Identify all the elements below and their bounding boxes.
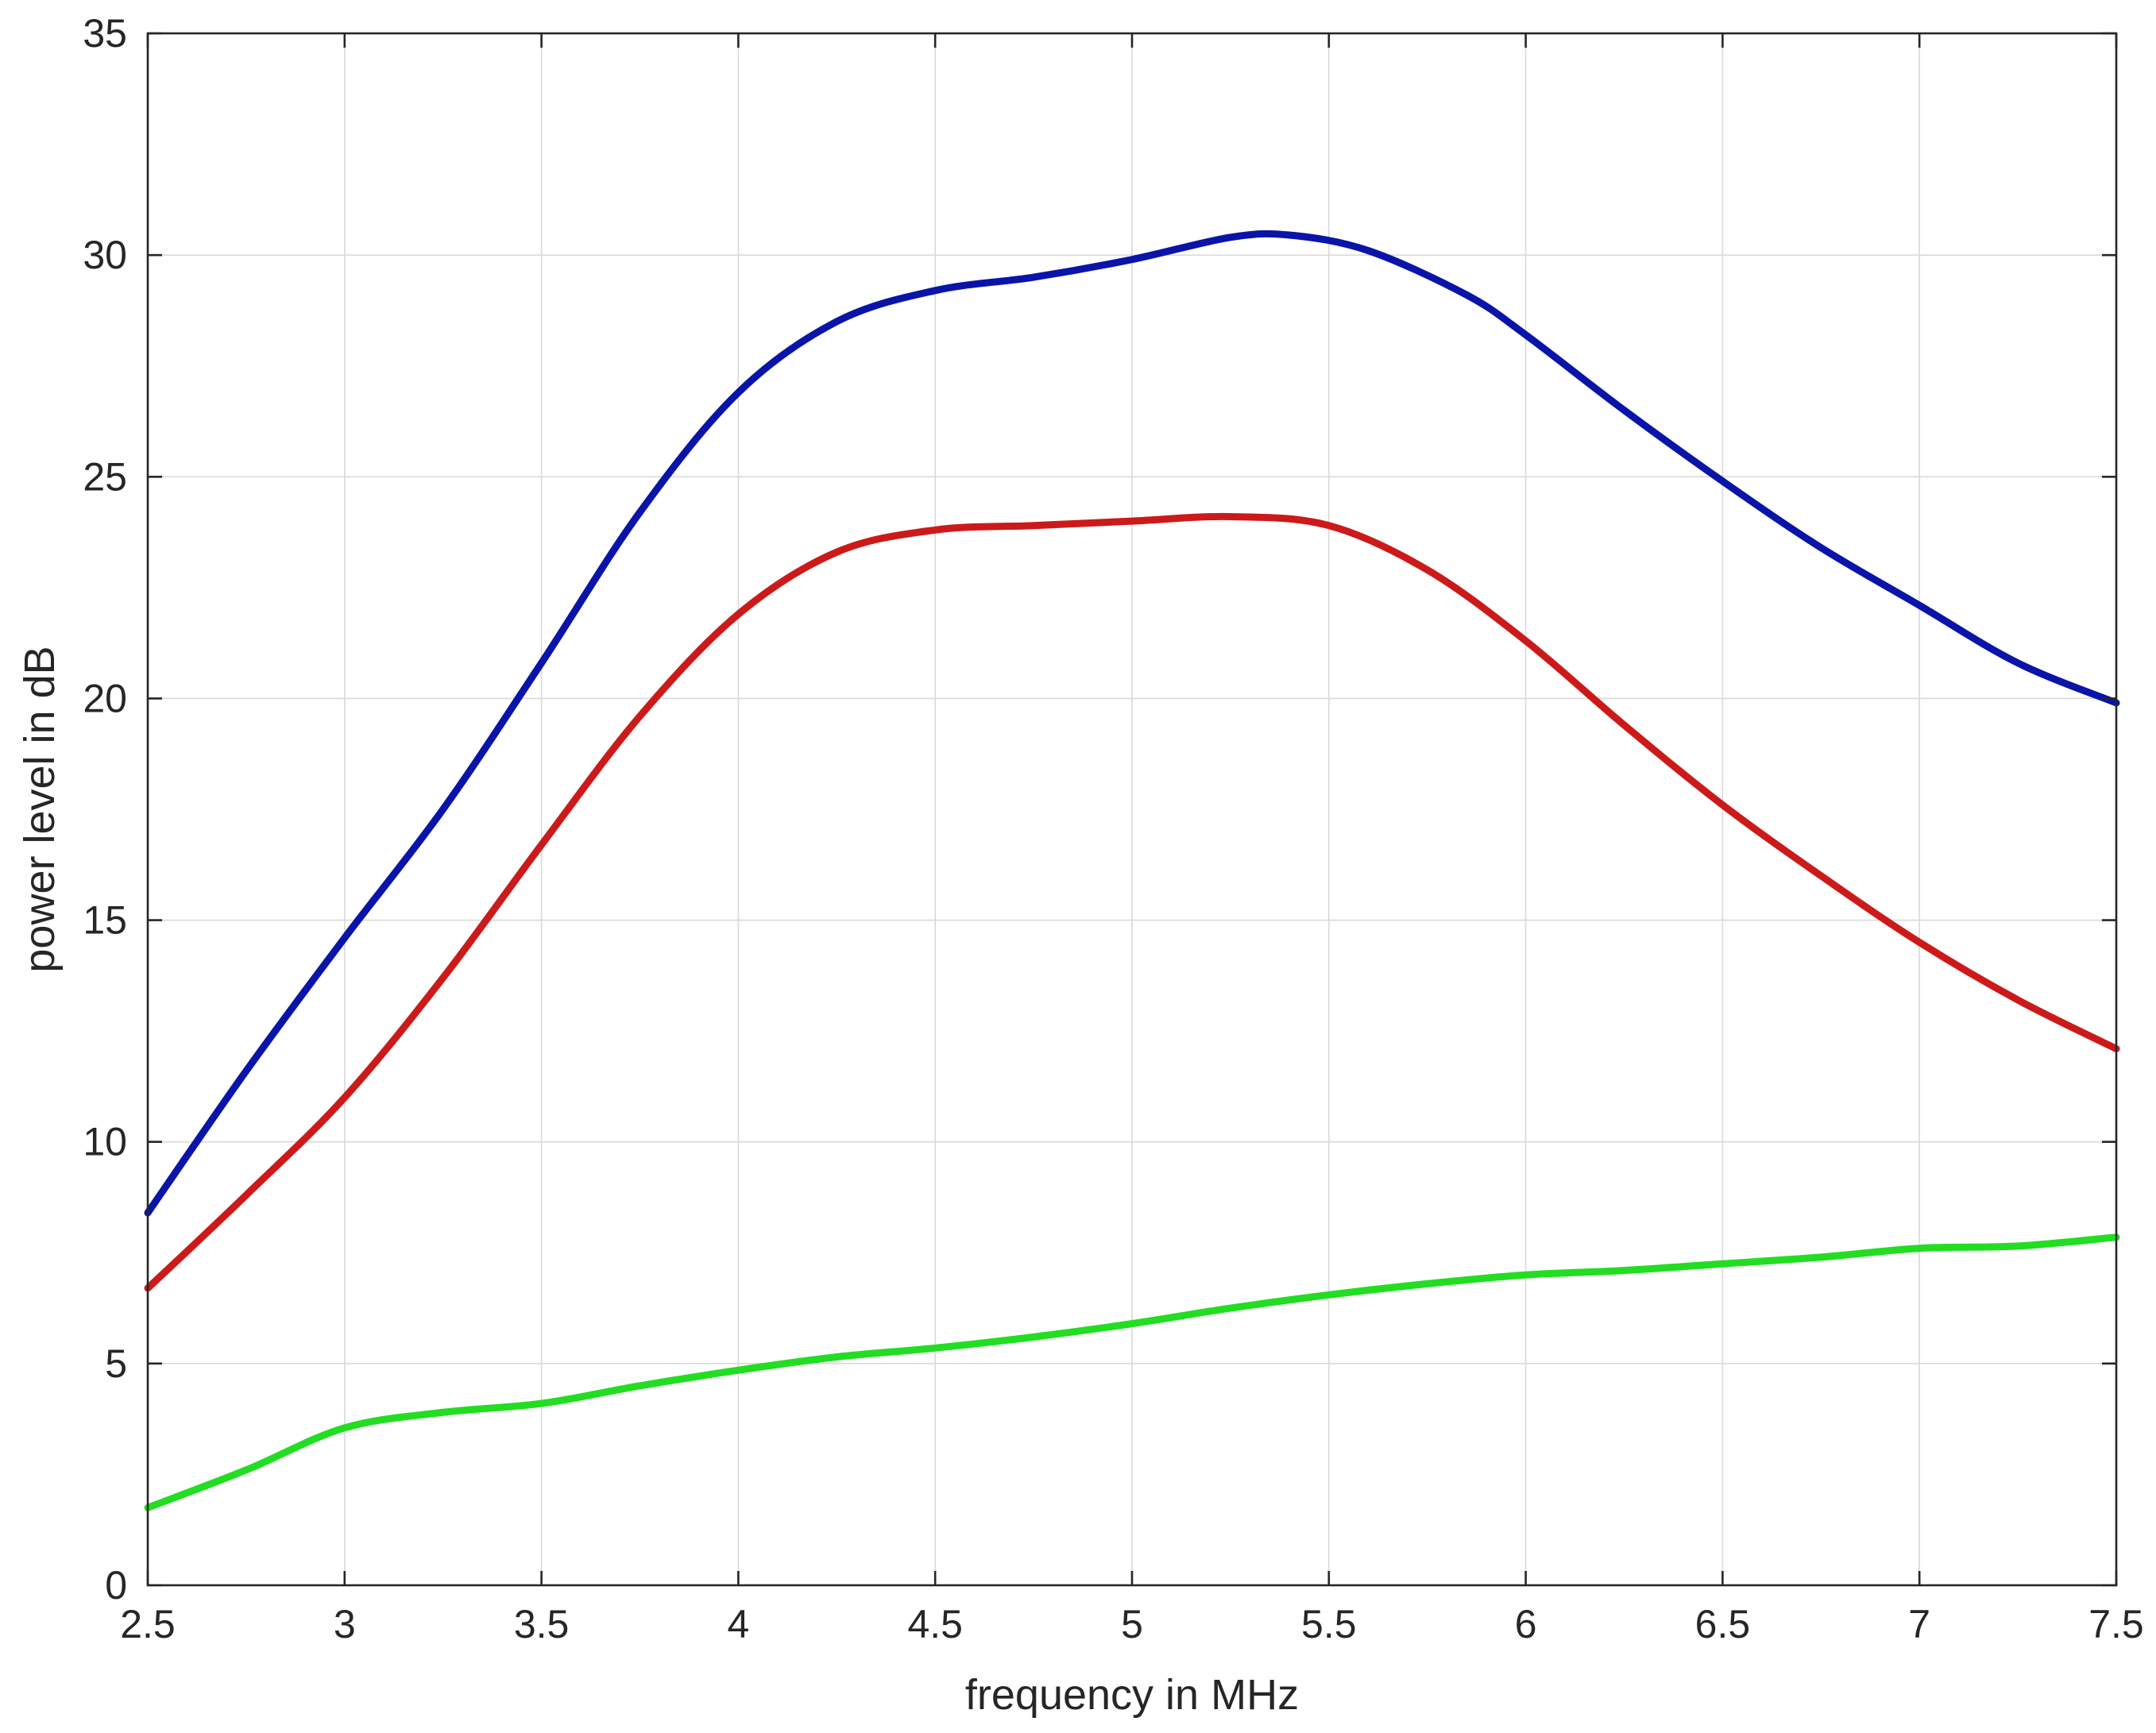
- x-tick-label: 7: [1908, 1602, 1930, 1646]
- x-axis-label: frequency in MHz: [965, 1671, 1299, 1719]
- y-tick-label: 15: [83, 898, 127, 943]
- series-lines: [144, 230, 2120, 1511]
- ticks: [146, 32, 2118, 1587]
- y-tick-label: 35: [83, 11, 127, 56]
- x-tick-label: 7.5: [2088, 1602, 2144, 1646]
- x-tick-label: 3.5: [514, 1602, 570, 1646]
- x-tick-label: 2.5: [120, 1602, 176, 1646]
- y-tick-label: 20: [83, 676, 127, 720]
- y-tick-label: 10: [83, 1120, 127, 1164]
- x-tick-label: 3: [334, 1602, 356, 1646]
- y-tick-label: 30: [83, 233, 127, 277]
- series-line-middle: [144, 512, 2120, 1292]
- y-axis-label: power level in dB: [16, 646, 64, 972]
- y-tick-label: 0: [105, 1563, 127, 1608]
- x-tick-label: 6: [1515, 1602, 1537, 1646]
- x-tick-label: 5.5: [1301, 1602, 1357, 1646]
- y-tick-label: 5: [105, 1341, 127, 1386]
- series-line-top: [144, 230, 2120, 1217]
- x-tick-label: 6.5: [1695, 1602, 1751, 1646]
- x-tick-label: 4: [727, 1602, 749, 1646]
- x-tick-label: 5: [1121, 1602, 1143, 1646]
- tick-labels: 2.5 3 3.5 4 4.5 5 5.5 6 6.5 7 7.5 0 5 10 15 20 25 30 35: [83, 11, 2143, 1646]
- x-tick-label: 4.5: [907, 1602, 963, 1646]
- series-line-bottom: [144, 1233, 2120, 1511]
- y-tick-label: 25: [83, 454, 127, 499]
